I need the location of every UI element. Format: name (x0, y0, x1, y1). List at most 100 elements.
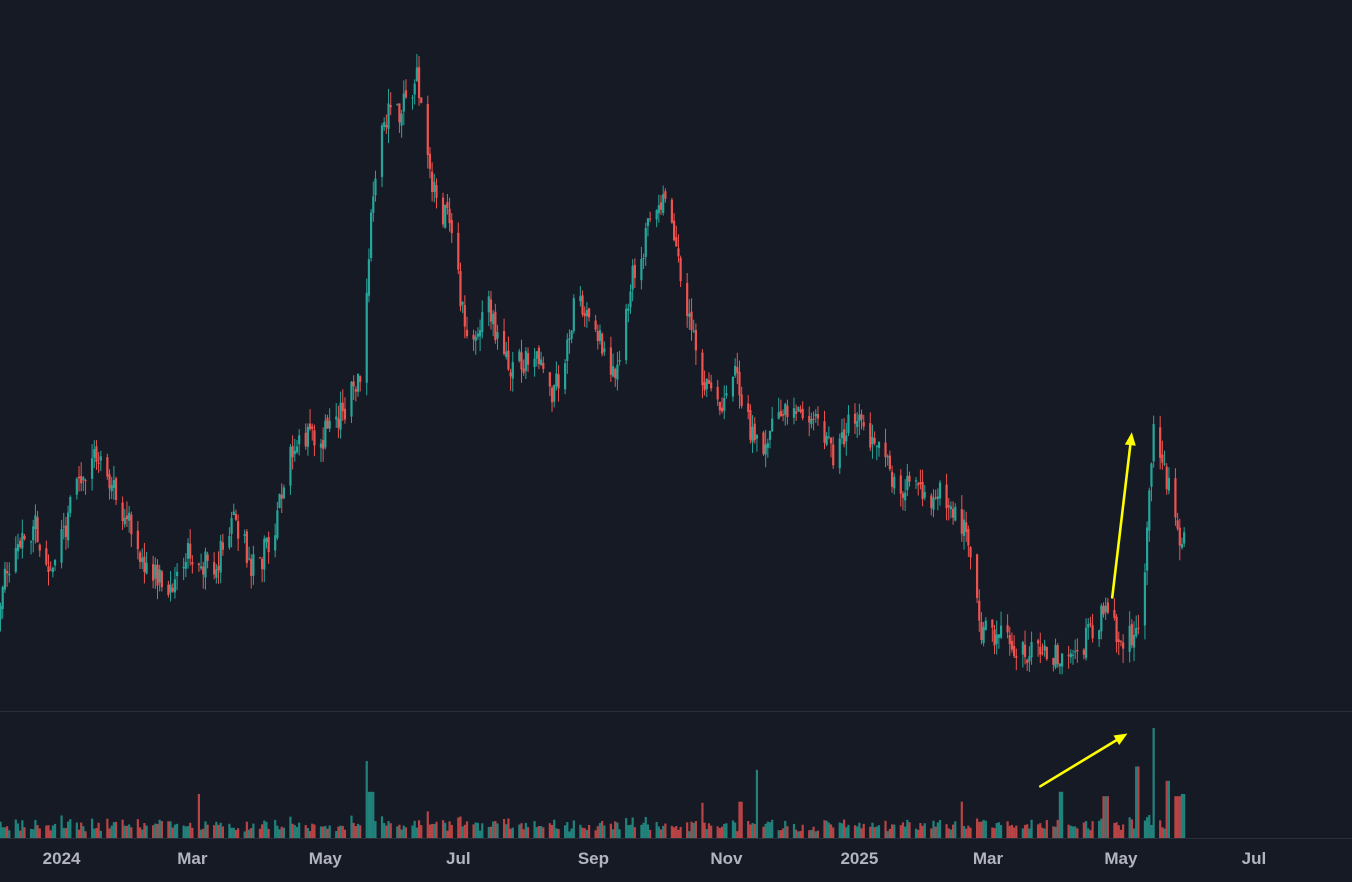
candle-body (677, 248, 680, 257)
volume-bar (60, 815, 63, 838)
volume-bar (112, 822, 115, 838)
candle-body (812, 418, 815, 420)
candle-body (38, 544, 41, 551)
volume-bar (1043, 828, 1046, 838)
candle-body (603, 348, 606, 352)
volume-bar (1146, 817, 1149, 838)
volume-bar (1074, 826, 1077, 838)
candle-body (901, 493, 905, 498)
volume-bar (829, 824, 833, 838)
time-axis-tick-label: Jul (1242, 849, 1267, 868)
candle-body (618, 360, 621, 362)
volume-bar (725, 823, 728, 838)
candle-body (1030, 642, 1033, 658)
candle-body (84, 479, 87, 482)
candle-body (1056, 645, 1059, 665)
volume-bar (217, 824, 220, 838)
volume-bar (154, 823, 157, 838)
volume-bar (962, 826, 966, 838)
candle-body (540, 359, 543, 365)
volume-bar (707, 823, 711, 838)
volume-bar (1104, 796, 1107, 838)
candle-body (1021, 642, 1024, 655)
candle-body (686, 283, 689, 316)
candle-body (564, 363, 567, 390)
candle-body (707, 380, 711, 384)
candle-body (917, 483, 920, 486)
candle-body (670, 199, 674, 223)
candle-body (47, 566, 50, 573)
volume-bar (869, 826, 872, 838)
candle-body (675, 237, 678, 247)
volume-bar (522, 829, 525, 838)
candle-body (710, 382, 713, 389)
volume-bar (49, 830, 52, 838)
candle-body (62, 526, 65, 528)
volume-bar (762, 826, 765, 838)
volume-bar (583, 828, 586, 838)
volume-bar (908, 822, 911, 838)
volume-bar (276, 825, 279, 838)
volume-bar (228, 823, 231, 838)
volume-bar (888, 828, 891, 838)
volume-bar (1069, 825, 1072, 838)
volume-bar (694, 821, 697, 838)
candle-body (1178, 527, 1181, 546)
time-axis[interactable]: 2024 Mar May Jul Sep Nov 2025 Mar May Jul (43, 849, 1267, 868)
candle-body (786, 405, 789, 417)
candle-body (875, 445, 878, 447)
candle-body (184, 561, 187, 569)
candle-body (853, 413, 857, 424)
volume-bar (664, 823, 667, 838)
candle-body (328, 420, 331, 429)
volume-bar (526, 827, 530, 838)
candle-body (814, 413, 817, 417)
candle-body (766, 443, 769, 448)
candle-body (1028, 656, 1031, 662)
candle-body (106, 457, 109, 477)
volume-bar (936, 822, 939, 838)
volume-bar (856, 826, 859, 838)
volume-bar (1178, 796, 1181, 838)
candle-body (768, 430, 772, 440)
volume-bar (374, 821, 377, 838)
volume-bar (274, 819, 277, 838)
volume-bar (1030, 819, 1033, 838)
volume-bar (655, 821, 658, 838)
volume-bar (858, 822, 861, 838)
candle-body (374, 178, 377, 196)
volume-bar (675, 825, 678, 838)
candle-body (1135, 628, 1138, 637)
volume-bar (463, 824, 466, 838)
volume-bar (518, 824, 521, 838)
candle-body (282, 487, 286, 499)
candle-body (291, 446, 294, 458)
candle-body (690, 311, 693, 331)
volume-bar (960, 801, 963, 838)
volume-bar (265, 821, 268, 838)
candle-body (572, 298, 575, 332)
candle-body (906, 476, 909, 491)
candle-body (893, 476, 896, 489)
candle-body (444, 204, 447, 228)
annotation-arrow-line (1110, 443, 1132, 599)
volume-bar (278, 829, 281, 838)
candle-body (45, 548, 48, 565)
volume-bar (77, 829, 81, 838)
candle-body (1043, 645, 1046, 651)
volume-bar (991, 827, 994, 838)
candle-body (191, 562, 194, 565)
volume-pane[interactable] (0, 728, 1186, 838)
volume-bar (130, 827, 133, 838)
volume-bar (1098, 820, 1101, 838)
candle-body (199, 566, 203, 569)
candle-body (557, 374, 560, 389)
candle-body (313, 430, 316, 446)
price-pane[interactable] (0, 53, 1186, 675)
candle-body (304, 432, 307, 447)
volume-bar (853, 825, 857, 838)
volume-bar (886, 831, 889, 838)
candle-body (1013, 646, 1016, 657)
